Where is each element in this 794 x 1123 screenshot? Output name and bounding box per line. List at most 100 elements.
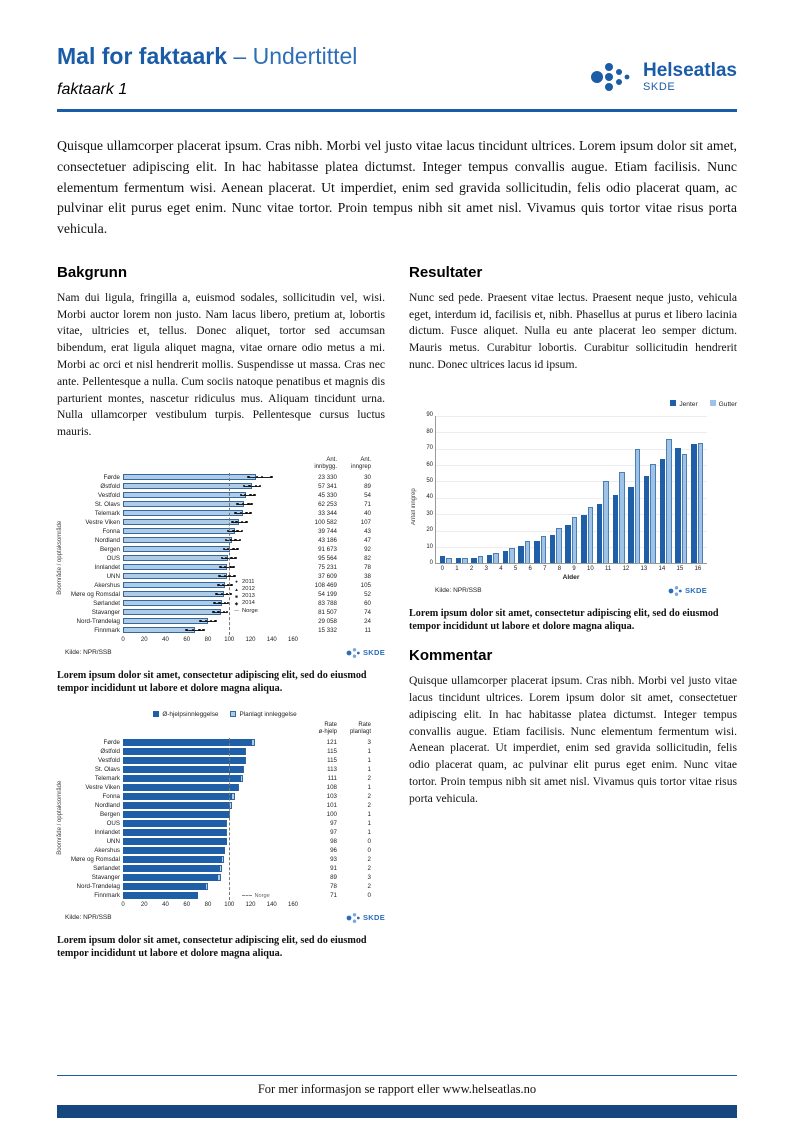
row-plot (123, 473, 293, 482)
x-tick-label: 11 (605, 565, 612, 572)
rate-bar (123, 527, 235, 535)
year-marker-glyph: ◆ (234, 601, 239, 607)
marker-range-line (240, 495, 255, 497)
chart-inner: Ø-hjelpsinnleggelse Planlagt innleggelse R… (65, 711, 385, 924)
year-marker (236, 529, 240, 533)
ohjelp-segment: 99% (123, 748, 246, 763)
row-plot: 98% (123, 855, 293, 871)
row-label: Stavanger (91, 608, 120, 616)
year-marker (224, 556, 228, 560)
rate-bar (123, 608, 221, 616)
column-header: Rate ø-hjelp (318, 722, 337, 736)
row-plot: 98% (123, 882, 293, 898)
chart-row: Nordland98% 101 2 (65, 801, 385, 817)
rate-planlagt-value: 1 (367, 756, 371, 764)
jenter-bar (455, 557, 462, 563)
innbygg-value: 43 186 (318, 536, 337, 544)
row-plot (123, 509, 293, 518)
marker-range-line (186, 630, 204, 632)
row-label: Nord-Trøndelag (76, 617, 120, 625)
bar-group (612, 472, 625, 563)
year-marker (214, 619, 217, 623)
ohjelp-segment: 98% (123, 883, 206, 898)
rate-ohjelp-value: 121 (326, 738, 337, 746)
page-label: faktaark 1 (57, 81, 128, 99)
planlagt-segment (221, 856, 224, 863)
legend-label: 2011 (242, 578, 255, 585)
chart-row: St. Olavs99% 113 1 (65, 765, 385, 781)
row-label: Telemark (94, 774, 120, 782)
planlagt-segment (232, 793, 235, 800)
innbygg-value: 39 744 (318, 527, 337, 535)
row-plot (123, 608, 293, 617)
ohjelp-segment: 99% (123, 829, 227, 844)
row-label: Møre og Romsdal (70, 590, 120, 598)
rate-ohjelp-value: 71 (330, 891, 337, 899)
bar-group (581, 506, 594, 563)
year-marker (219, 565, 223, 569)
x-tick-label: 0 (440, 565, 444, 572)
x-tick-label: 60 (183, 901, 191, 908)
year-marker (185, 628, 189, 632)
legend-label: Planlagt innleggelse (239, 711, 297, 719)
jenter-bar (518, 546, 524, 563)
x-tick-label: 160 (287, 636, 299, 643)
skde-label: SKDE (684, 586, 707, 596)
stacked-bar: 100% (123, 838, 228, 853)
x-tick-label: 8 (557, 565, 562, 572)
row-plot (123, 599, 293, 608)
gutter-bar (524, 541, 531, 563)
innbygg-value: 54 199 (318, 590, 337, 598)
row-label: Telemark (94, 509, 120, 517)
stacked-bar: 99% (123, 829, 228, 844)
row-plot: 98% (123, 864, 293, 880)
bar-group (439, 556, 452, 563)
year-marker (236, 547, 240, 551)
row-plot: 98% (123, 774, 293, 790)
row-label: Sørlandet (93, 599, 120, 607)
chart-row: Stavanger97% 89 3 (65, 873, 385, 889)
marker-range-line (218, 585, 232, 587)
year-marker (240, 520, 244, 524)
ohjelp-segment: 98% (123, 775, 241, 790)
year-marker (239, 511, 243, 515)
innbygg-value: 15 332 (318, 626, 337, 634)
plot-area: Førde 23 330 30 Østfold 57 341 89 Vestfold 45 3… (65, 472, 385, 635)
inngrep-value: 24 (364, 617, 371, 625)
gutter-bar (619, 472, 625, 563)
stacked-bar: 98% (123, 775, 244, 790)
row-label: Nordland (94, 801, 120, 809)
x-axis: 0 20 40 60 80 100 120 140 160 (121, 636, 298, 644)
year-marker (204, 619, 208, 623)
ohjelp-segment: 99% (123, 766, 244, 781)
marker-range-line (213, 612, 228, 614)
year-marker (222, 610, 226, 614)
stacked-bar: 99% (123, 766, 245, 781)
jenter-bar (439, 556, 446, 563)
jenter-bar (643, 475, 650, 563)
row-plot (123, 491, 293, 500)
rate-bar (123, 626, 196, 634)
chart-row: Bergen 91 673 92 (65, 545, 385, 554)
column-header: Rate planlagt (349, 722, 371, 736)
y-tick-label: 10 (426, 543, 433, 550)
rate-ohjelp-value: 91 (330, 864, 337, 872)
year-marker (231, 520, 234, 524)
year-marker (253, 493, 257, 497)
logo-text: Helseatlas SKDE (643, 61, 737, 93)
chart-row: Vestfold 45 330 54 (65, 491, 385, 500)
x-tick-label: 4 (499, 565, 503, 572)
inngrep-value: 78 (364, 563, 371, 571)
legend-item: Planlagt innleggelse (230, 711, 297, 719)
gutter-bar (697, 442, 704, 563)
kommentar-text: Quisque ullamcorper placerat ipsum. Cras… (409, 674, 737, 805)
legend-item: ▲ 2012 (234, 586, 258, 593)
innbygg-value: 45 330 (318, 491, 337, 499)
jenter-bar (612, 495, 619, 563)
gridline (436, 547, 707, 549)
logo-name: Helseatlas (642, 60, 737, 82)
chart1-caption: Lorem ipsum dolor sit amet, consectetur … (57, 669, 367, 694)
row-label: Finnmark (94, 891, 120, 899)
stacked-bar: 98% (123, 865, 222, 880)
